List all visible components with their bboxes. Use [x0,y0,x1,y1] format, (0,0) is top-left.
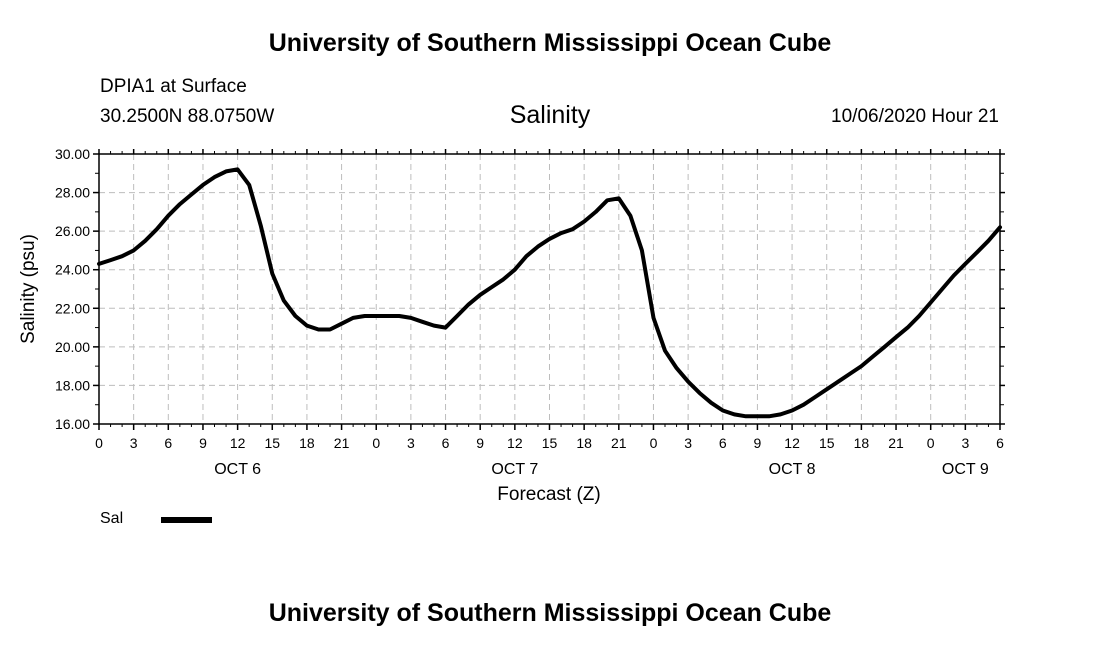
x-tick-label: 21 [611,435,627,451]
y-tick-label: 18.00 [55,377,90,393]
x-tick-label: 0 [95,435,103,451]
variable-title: Salinity [509,101,591,129]
date-label: OCT 8 [769,461,816,478]
x-tick-label: 21 [888,435,904,451]
series-line-sal [97,167,1002,419]
y-axis-label: Salinity (psu) [18,234,39,344]
x-tick-label: 21 [334,435,350,451]
legend-label: Sal [100,510,124,527]
x-tick-label: 0 [372,435,380,451]
legend-swatch [161,517,212,523]
x-tick-label: 0 [927,435,935,451]
x-tick-label: 3 [407,435,415,451]
grid-lines [99,154,1000,424]
x-tick-label: 6 [442,435,450,451]
x-tick-label: 6 [164,435,172,451]
x-tick-label: 15 [264,435,280,451]
x-tick-label: 12 [784,435,800,451]
y-tick-label: 26.00 [55,223,90,239]
x-tick-label: 9 [754,435,762,451]
x-tick-label: 9 [199,435,207,451]
x-tick-label: 15 [542,435,558,451]
x-tick-label: 3 [961,435,969,451]
date-labels: OCT 6 OCT 7 OCT 8 OCT 9 [214,461,989,478]
y-tick-label: 16.00 [55,416,90,432]
x-tick-label: 6 [996,435,1004,451]
date-label: OCT 9 [942,461,989,478]
x-tick-label: 0 [650,435,658,451]
x-tick-label: 18 [299,435,315,451]
x-tick-label: 18 [576,435,592,451]
y-tick-label: 28.00 [55,185,90,201]
x-tick-label: 3 [684,435,692,451]
salinity-chart: 16.00 18.00 20.00 22.00 24.00 26.00 28.00 30.00… [18,146,1005,505]
x-tick-label: 15 [819,435,835,451]
y-tick-label: 30.00 [55,146,90,162]
x-tick-label: 18 [854,435,870,451]
x-tick-label: 12 [230,435,246,451]
x-tick-labels: 0 3 6 9 12 15 18 21 0 3 6 9 12 15 18 21 0 3 6 9 12 15 18 21 0 3 6 [95,435,1004,451]
x-tick-label: 12 [507,435,523,451]
y-tick-labels: 16.00 18.00 20.00 22.00 24.00 26.00 28.00 30.00 [55,146,90,432]
x-tick-label: 9 [476,435,484,451]
date-label: OCT 7 [491,461,538,478]
y-tick-label: 20.00 [55,339,90,355]
forecast-datetime: 10/06/2020 Hour 21 [831,106,999,127]
series-layer [97,167,1002,419]
x-tick-label: 3 [130,435,138,451]
footer-title: University of Southern Mississippi Ocean… [268,599,832,627]
x-axis-label: Forecast (Z) [497,484,600,505]
y-tick-label: 22.00 [55,300,90,316]
x-tick-label: 6 [719,435,727,451]
date-label: OCT 6 [214,461,261,478]
y-tick-label: 24.00 [55,262,90,278]
coordinates-label: 30.2500N 88.0750W [100,106,275,127]
plot-frame [98,153,1001,425]
chart-title: University of Southern Mississippi Ocean… [268,29,832,57]
station-label: DPIA1 at Surface [100,76,247,97]
